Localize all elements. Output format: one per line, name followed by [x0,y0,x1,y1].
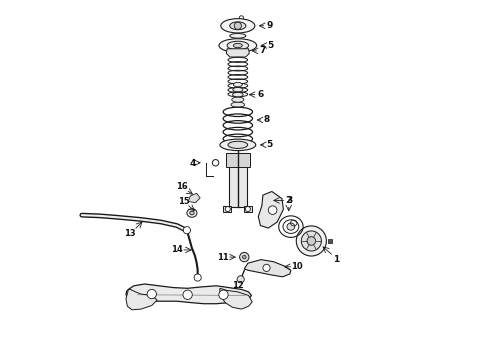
Text: 7: 7 [259,46,266,55]
Ellipse shape [231,102,245,107]
Polygon shape [258,192,283,228]
Polygon shape [226,49,249,57]
Polygon shape [245,260,291,277]
Ellipse shape [233,43,243,48]
Text: 1: 1 [333,255,340,264]
Ellipse shape [287,223,295,230]
Circle shape [301,231,321,251]
Text: 4: 4 [190,159,196,168]
Text: 16: 16 [176,182,188,191]
Ellipse shape [187,209,197,217]
Polygon shape [188,193,200,203]
Circle shape [307,237,316,245]
Polygon shape [220,288,252,309]
Text: 11: 11 [217,253,229,262]
Circle shape [296,226,326,256]
Text: 9: 9 [266,21,272,30]
Circle shape [147,289,156,299]
Ellipse shape [233,82,243,87]
Circle shape [243,255,246,259]
Text: 5: 5 [266,140,272,149]
Circle shape [240,252,249,262]
Text: 13: 13 [123,229,135,238]
Circle shape [237,276,245,283]
Polygon shape [223,206,231,212]
Ellipse shape [228,141,247,148]
Text: 15: 15 [178,197,190,206]
Ellipse shape [220,139,256,150]
Bar [228,153,247,207]
Circle shape [245,207,250,212]
Polygon shape [245,206,252,212]
Ellipse shape [219,39,257,52]
Ellipse shape [227,41,248,50]
Polygon shape [126,284,251,304]
Text: 12: 12 [232,280,244,289]
Bar [226,153,250,167]
Circle shape [234,22,242,30]
Polygon shape [126,289,157,310]
Circle shape [183,290,192,300]
Ellipse shape [230,22,246,30]
Circle shape [219,290,228,300]
Text: 14: 14 [171,246,183,255]
Ellipse shape [232,93,243,97]
Circle shape [194,274,201,281]
Text: 8: 8 [264,116,270,125]
Circle shape [263,264,270,271]
Text: 2: 2 [286,196,292,205]
Ellipse shape [233,87,243,92]
Ellipse shape [190,211,194,215]
Ellipse shape [232,97,244,102]
Text: 5: 5 [267,41,273,50]
Circle shape [269,206,277,215]
Ellipse shape [230,33,246,38]
Circle shape [183,226,191,234]
Polygon shape [328,239,332,243]
Text: 6: 6 [257,90,264,99]
Ellipse shape [221,19,255,33]
Circle shape [225,207,230,212]
Text: 10: 10 [291,262,303,271]
Text: 3: 3 [287,196,293,205]
